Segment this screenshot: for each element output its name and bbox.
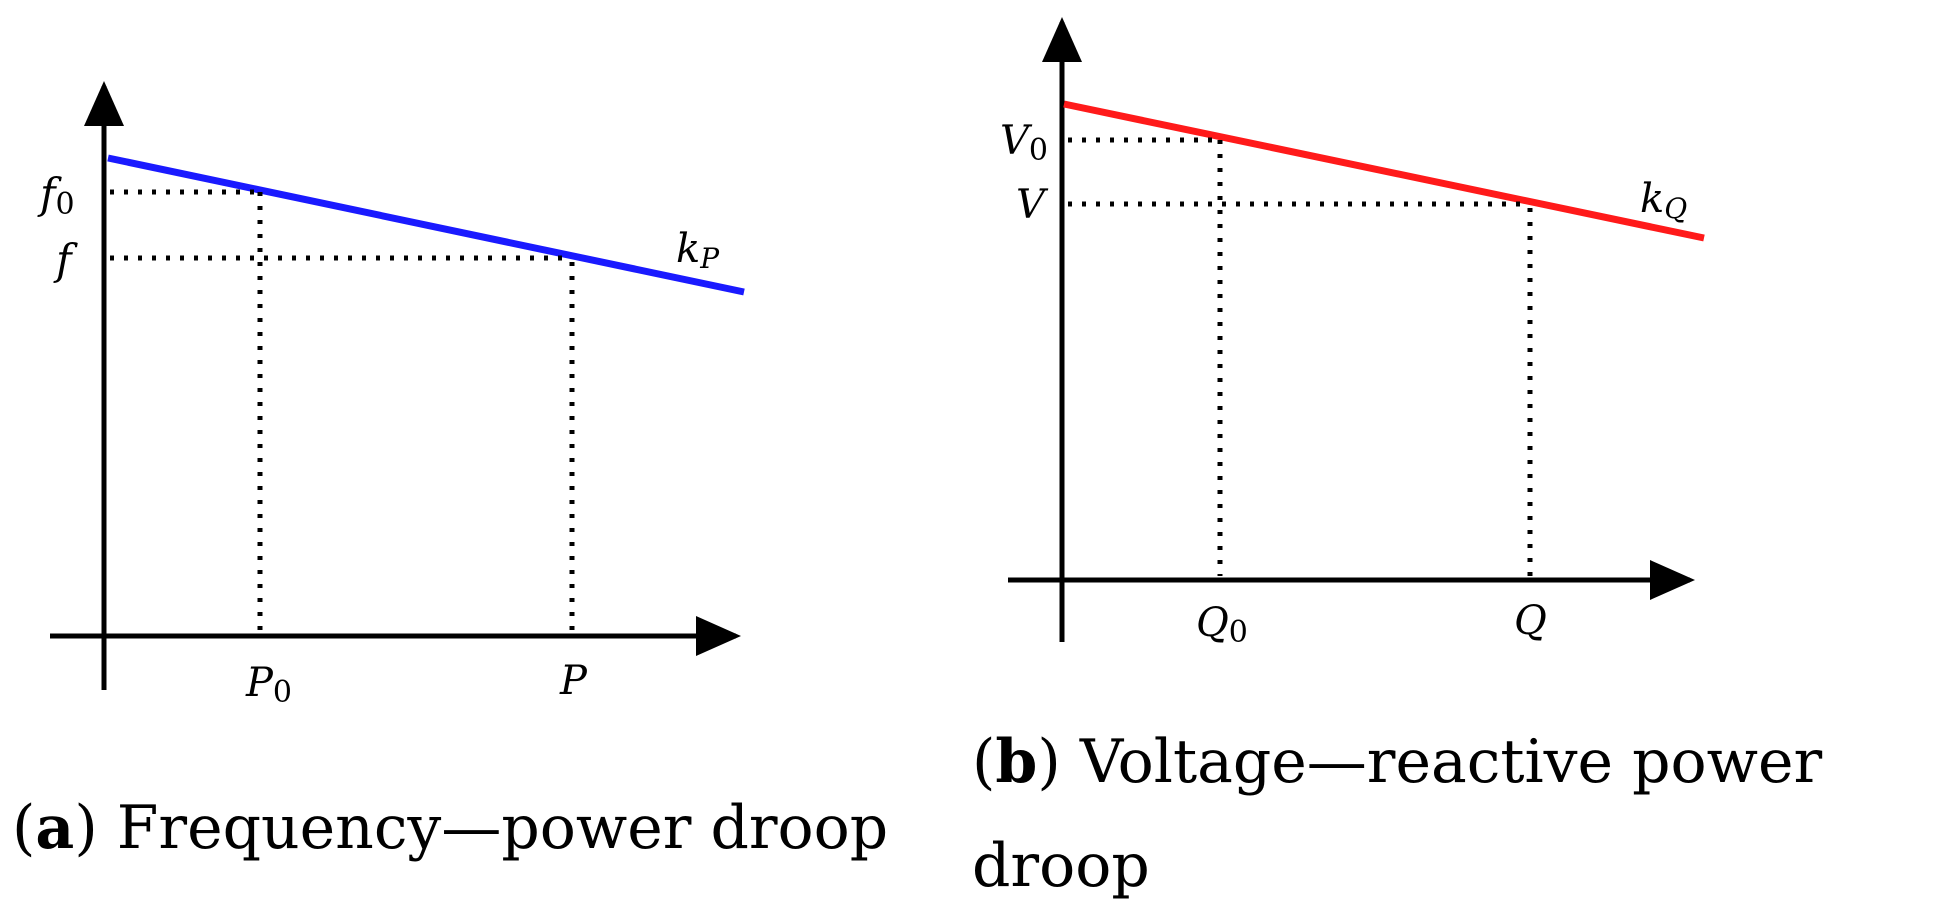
panel-b-label-Q0: Q0 [1196,600,1248,650]
panel-a-guides [110,189,575,632]
panel-b-label-V0: V0 [1000,118,1048,168]
panel-a-caption: (a) Frequency—power droop [12,793,888,863]
panel-b-label-V: V [1016,182,1049,228]
panel-a-frequency-power-droop: f0 f P0 P kP (a) Frequency—power droop [12,81,888,863]
panel-b-caption-line1: (b) Voltage—reactive power [972,727,1823,797]
panel-a-slope-label: kP [676,226,720,275]
panel-a-label-P0: P0 [245,660,292,710]
panel-b-droop-line [1063,100,1705,242]
panel-a-label-P: P [559,658,588,704]
panel-a-label-f: f [53,235,78,284]
panel-b-guides [1068,137,1533,576]
panel-b-caption-line2: droop [972,831,1150,901]
panel-b-label-Q: Q [1514,598,1547,644]
panel-a-label-f0: f0 [37,169,75,222]
panel-b-voltage-reactive-power-droop: V0 V Q0 Q kQ (b) Voltage—reactive power … [972,17,1823,901]
panel-b-slope-label: kQ [1640,176,1687,225]
panel-a-droop-line [107,154,745,296]
